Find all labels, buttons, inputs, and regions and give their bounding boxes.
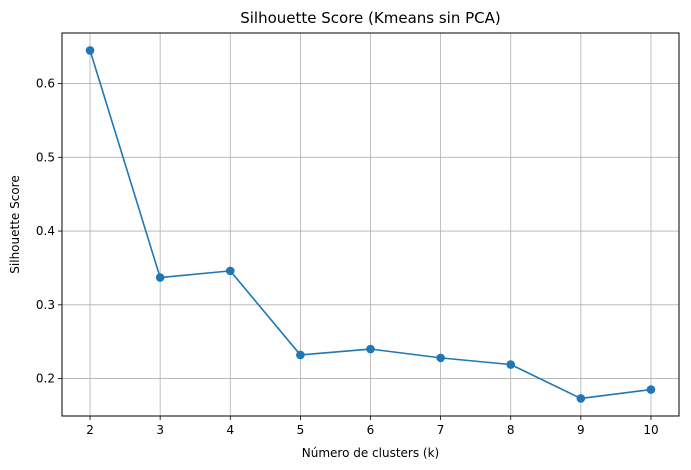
x-axis-label: Número de clusters (k) <box>302 446 439 460</box>
data-point <box>366 344 375 354</box>
x-tick-label: 5 <box>297 423 305 437</box>
x-tick-label: 4 <box>226 423 234 437</box>
x-tick-label: 3 <box>156 423 164 437</box>
y-tick-label: 0.6 <box>36 77 55 91</box>
y-axis-label: Silhouette Score <box>8 175 22 273</box>
series-layer <box>85 46 656 403</box>
x-tick-label: 7 <box>437 423 445 437</box>
x-tick-label: 2 <box>86 423 94 437</box>
data-point <box>85 46 95 55</box>
y-tick-label: 0.2 <box>36 372 55 386</box>
data-point <box>296 350 305 360</box>
data-point <box>436 353 445 363</box>
data-point <box>646 385 656 394</box>
data-point <box>225 266 235 276</box>
y-tick-label: 0.3 <box>36 298 55 312</box>
x-tick-label: 8 <box>507 423 515 437</box>
data-point <box>576 394 586 403</box>
chart-title: Silhouette Score (Kmeans sin PCA) <box>240 9 501 27</box>
grid <box>62 33 679 416</box>
y-axis-ticks: 0.2 0.3 0.4 0.5 0.6 <box>36 77 62 386</box>
x-tick-label: 10 <box>643 423 658 437</box>
x-axis-ticks: 2 3 4 5 6 7 8 9 10 <box>86 416 659 437</box>
data-point <box>506 360 516 369</box>
x-tick-label: 6 <box>367 423 375 437</box>
y-tick-label: 0.4 <box>36 224 55 238</box>
x-tick-label: 9 <box>577 423 585 437</box>
data-point <box>155 273 165 282</box>
y-tick-label: 0.5 <box>36 150 55 164</box>
